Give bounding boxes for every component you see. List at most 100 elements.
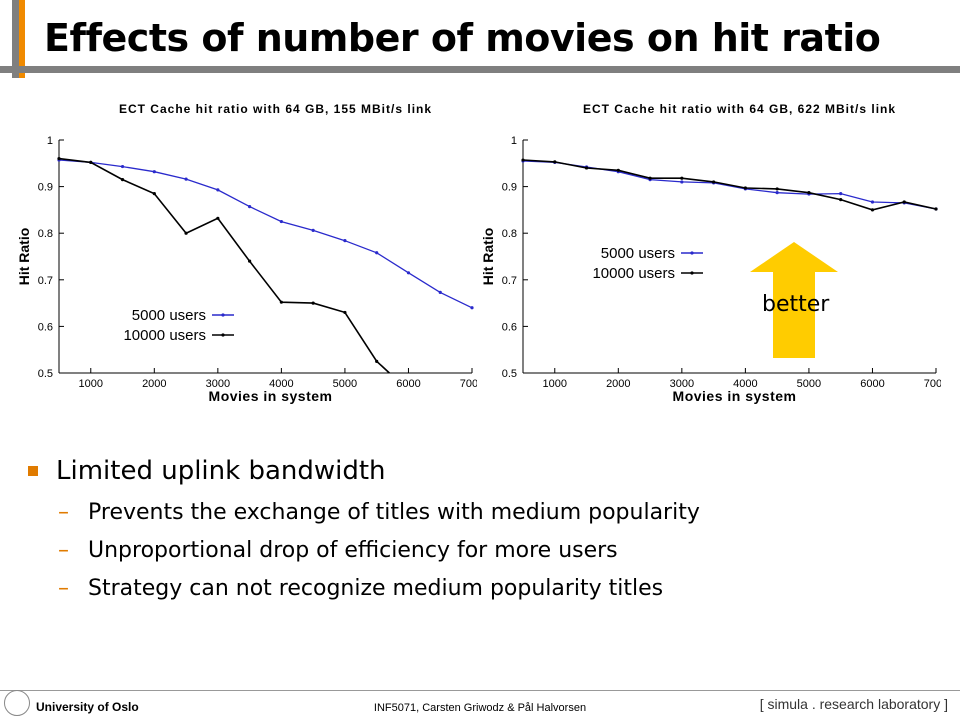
data-point-10000-users — [584, 166, 589, 170]
university-seal-icon — [4, 690, 30, 716]
data-point-10000-users — [807, 191, 811, 195]
series-line-10000-users — [58, 157, 390, 374]
hit-ratio-chart-155mbit: ECT Cache hit ratio with 64 GB, 155 MBit… — [16, 102, 477, 404]
sub-item: – Unproportional drop of efficiency for … — [58, 538, 700, 563]
data-point-5000-users — [279, 219, 283, 224]
y-tick-label: 0.7 — [38, 275, 53, 287]
better-label: better — [762, 292, 830, 317]
data-point-10000-users — [839, 198, 843, 202]
x-tick-label: 6000 — [860, 378, 884, 390]
legend-marker — [221, 313, 225, 317]
x-tick-label: 1000 — [543, 378, 567, 390]
footer-divider — [0, 690, 960, 691]
data-point-10000-users — [553, 160, 557, 164]
y-tick-label: 0.8 — [38, 228, 53, 240]
slide-title: Effects of number of movies on hit ratio — [44, 16, 881, 60]
y-axis-label: Hit Ratio — [16, 228, 32, 286]
y-tick-label: 0.8 — [502, 228, 517, 240]
university-name: University of Oslo — [36, 700, 139, 714]
y-tick-label: 0.5 — [38, 368, 53, 380]
data-point-10000-users — [248, 259, 252, 263]
data-point-5000-users — [839, 191, 843, 196]
title-underline — [0, 66, 960, 73]
x-tick-label: 5000 — [797, 378, 821, 390]
x-tick-label: 2000 — [606, 378, 630, 390]
data-point-5000-users — [248, 205, 252, 209]
x-tick-label: 4000 — [269, 378, 293, 390]
legend-label: 5000 users — [132, 307, 206, 324]
data-point-10000-users — [89, 160, 93, 164]
data-point-10000-users — [616, 168, 620, 172]
bullet-square-icon — [28, 466, 38, 476]
data-point-10000-users — [279, 300, 283, 304]
data-point-5000-users — [775, 191, 779, 195]
x-tick-label: 7000 — [460, 378, 477, 390]
sub-item: – Strategy can not recognize medium popu… — [58, 576, 700, 601]
dash-icon: – — [58, 538, 69, 563]
data-point-10000-users — [521, 158, 525, 162]
x-tick-label: 4000 — [733, 378, 757, 390]
y-tick-label: 0.9 — [38, 182, 53, 194]
data-point-10000-users — [184, 231, 188, 235]
y-tick-label: 0.6 — [502, 321, 517, 333]
sub-item-text: Unproportional drop of efficiency for mo… — [88, 538, 618, 563]
y-tick-label: 0.9 — [502, 182, 517, 194]
data-point-10000-users — [934, 207, 938, 211]
y-tick-label: 0.6 — [38, 321, 53, 333]
data-point-5000-users — [343, 239, 347, 243]
data-point-10000-users — [680, 176, 684, 180]
data-point-5000-users — [311, 228, 315, 233]
data-point-5000-users — [184, 177, 188, 181]
data-point-10000-users — [57, 157, 61, 161]
series-line-5000-users — [58, 159, 473, 309]
x-tick-label: 6000 — [396, 378, 420, 390]
chart-title: ECT Cache hit ratio with 64 GB, 622 MBit… — [583, 102, 896, 116]
data-point-5000-users — [470, 306, 474, 310]
dash-icon: – — [58, 576, 69, 601]
y-tick-label: 0.7 — [502, 275, 517, 287]
data-point-5000-users — [438, 290, 442, 294]
data-point-10000-users — [375, 359, 379, 363]
data-point-5000-users — [152, 170, 156, 174]
y-tick-label: 0.5 — [502, 368, 517, 380]
data-point-5000-users — [406, 271, 411, 275]
data-point-5000-users — [216, 188, 220, 192]
data-point-10000-users — [743, 186, 747, 190]
x-tick-label: 7000 — [924, 378, 941, 390]
data-point-10000-users — [712, 180, 716, 184]
x-tick-label: 2000 — [142, 378, 166, 390]
data-point-10000-users — [343, 310, 347, 315]
legend-label: 10000 users — [592, 265, 675, 282]
data-point-10000-users — [902, 200, 906, 204]
title-decoration-gray — [12, 0, 19, 78]
data-point-10000-users — [216, 216, 220, 220]
x-tick-label: 1000 — [79, 378, 103, 390]
sub-item-text: Prevents the exchange of titles with med… — [88, 500, 700, 525]
data-point-5000-users — [120, 164, 125, 169]
sub-item: – Prevents the exchange of titles with m… — [58, 500, 700, 525]
x-axis-label: Movies in system — [209, 388, 333, 404]
legend-marker — [221, 333, 225, 337]
legend-label: 5000 users — [601, 245, 675, 262]
series-line-10000-users — [522, 159, 937, 211]
data-point-5000-users — [680, 180, 684, 184]
dash-icon: – — [58, 500, 69, 525]
chart-title: ECT Cache hit ratio with 64 GB, 155 MBit… — [119, 102, 432, 116]
hit-ratio-chart-622mbit: ECT Cache hit ratio with 64 GB, 622 MBit… — [480, 102, 941, 404]
data-point-10000-users — [870, 208, 875, 212]
course-credit: INF5071, Carsten Griwodz & Pål Halvorsen — [373, 702, 587, 714]
y-tick-label: 1 — [47, 135, 53, 147]
legend-marker — [690, 271, 694, 275]
x-tick-label: 3000 — [206, 378, 230, 390]
y-axis-label: Hit Ratio — [480, 228, 496, 286]
data-point-10000-users — [311, 301, 315, 305]
legend-marker — [690, 251, 694, 255]
data-point-10000-users — [120, 178, 125, 182]
sub-item-text: Strategy can not recognize medium popula… — [88, 576, 664, 601]
data-point-5000-users — [375, 251, 379, 255]
data-point-10000-users — [152, 191, 156, 196]
data-point-10000-users — [648, 176, 652, 180]
x-axis-label: Movies in system — [673, 388, 797, 404]
x-tick-label: 5000 — [333, 378, 357, 390]
better-arrow-icon — [750, 242, 838, 358]
